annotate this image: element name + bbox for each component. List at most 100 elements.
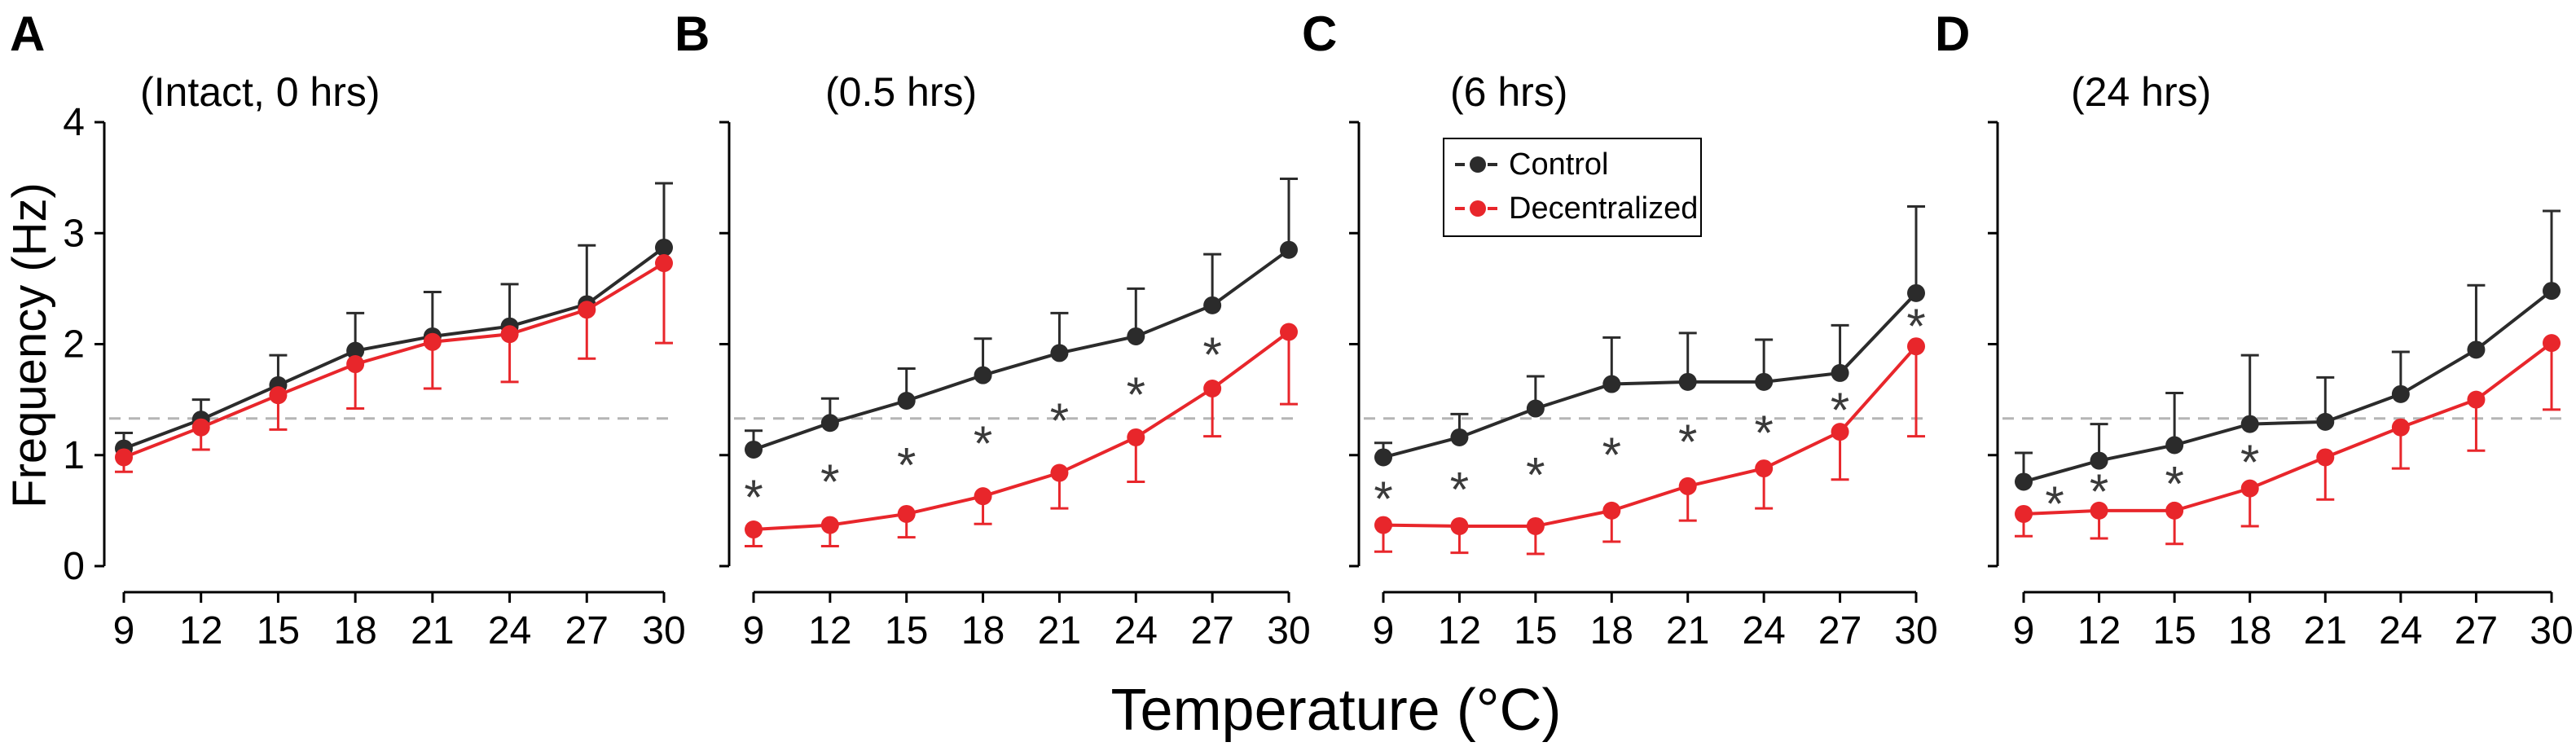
legend-decentralized-marker: [1470, 200, 1486, 217]
series-line: [753, 248, 1290, 451]
data-point: [1203, 380, 1222, 397]
data-point: [1602, 501, 1621, 520]
x-tick-label: 15: [2152, 609, 2196, 652]
significance-star: *: [820, 455, 839, 509]
data-point: [2316, 448, 2335, 467]
data-point: [2467, 340, 2486, 359]
y-axis-label: Frequency (Hz): [3, 182, 56, 508]
data-point: [1526, 399, 1545, 418]
significance-star: *: [2240, 435, 2259, 490]
x-tick-label: 15: [1514, 609, 1557, 652]
data-point: [820, 414, 839, 433]
x-tick-label: 12: [808, 609, 851, 652]
x-tick-label: 12: [179, 609, 222, 652]
y-tick-label: 3: [63, 212, 85, 255]
y-tick-label: 1: [63, 434, 85, 477]
x-tick-label: 9: [1373, 609, 1395, 652]
significance-star: *: [1526, 448, 1545, 503]
x-tick-label: 12: [2077, 609, 2121, 652]
x-tick-label: 21: [1038, 609, 1081, 652]
data-point: [2543, 282, 2561, 301]
x-tick-label: 9: [2013, 609, 2035, 652]
data-point: [974, 366, 992, 384]
x-tick-label: 18: [1590, 609, 1633, 652]
panel-letter: B: [675, 7, 710, 61]
x-tick-label: 27: [2455, 609, 2498, 652]
x-tick-label: 30: [1894, 609, 1937, 652]
data-point: [2090, 501, 2108, 520]
x-tick-label: 30: [642, 609, 685, 652]
data-point: [1831, 363, 1849, 382]
data-point: [1127, 327, 1145, 345]
significance-star: *: [2165, 457, 2183, 512]
data-point: [500, 325, 519, 344]
x-axis-label: Temperature (°C): [1111, 678, 1562, 743]
y-tick-label: 2: [63, 323, 85, 367]
data-point: [346, 355, 365, 374]
data-point: [897, 504, 916, 523]
data-point: [1374, 448, 1392, 467]
x-tick-label: 15: [257, 609, 300, 652]
series-line: [1383, 292, 1918, 459]
x-tick-label: 24: [2379, 609, 2422, 652]
significance-star: *: [744, 470, 763, 525]
x-tick-label: 12: [1438, 609, 1481, 652]
data-point: [2467, 390, 2486, 409]
data-point: [1450, 516, 1469, 535]
data-point: [191, 418, 210, 437]
data-point: [655, 254, 673, 273]
data-point: [1280, 323, 1298, 341]
data-point: [1050, 344, 1069, 362]
data-point: [1374, 516, 1392, 534]
x-tick-label: 24: [1742, 609, 1785, 652]
data-point: [1050, 463, 1069, 482]
x-tick-label: 27: [565, 609, 609, 652]
significance-star: *: [974, 416, 992, 471]
series-decentralized: [1374, 337, 1925, 556]
x-tick-label: 18: [961, 609, 1004, 652]
panel-letter: C: [1302, 7, 1337, 61]
series-control: [2015, 209, 2561, 491]
data-point: [2240, 479, 2259, 498]
legend-control-marker: [1470, 156, 1486, 173]
series-control: [1374, 205, 1925, 467]
data-point: [1526, 516, 1545, 535]
data-point: [346, 341, 365, 360]
significance-star: *: [1050, 393, 1069, 448]
panel-b: B (0.5 hrs) 9 12 15 18 21 24 27 30 * * * * * * *: [675, 7, 1311, 652]
data-point: [1280, 240, 1298, 259]
significance-star: *: [1906, 299, 1925, 354]
significance-star: *: [1602, 428, 1621, 482]
y-tick-label: 0: [63, 545, 85, 588]
panel-title: (Intact, 0 hrs): [140, 69, 380, 115]
data-point: [269, 386, 288, 405]
x-tick-label: 9: [743, 609, 765, 652]
data-point: [745, 440, 763, 459]
significance-star: *: [1831, 383, 1849, 437]
significance-star: *: [1450, 462, 1469, 516]
x-tick-label: 18: [2228, 609, 2271, 652]
x-tick-label: 9: [113, 609, 135, 652]
data-point: [2015, 504, 2033, 523]
data-point: [1755, 459, 1774, 478]
data-point: [1602, 375, 1621, 393]
data-point: [2543, 334, 2561, 353]
panel-letter: D: [1935, 7, 1970, 61]
panel-c: C (6 hrs) 9 12 15 18 21 24 27 30 * * * * * * * *: [1302, 7, 1938, 652]
significance-star: *: [2090, 464, 2108, 519]
data-point: [2316, 412, 2335, 431]
x-tick-label: 21: [1666, 609, 1709, 652]
series-line: [2023, 289, 2553, 484]
x-tick-label: 21: [411, 609, 454, 652]
data-point: [2391, 384, 2410, 403]
data-point: [1450, 428, 1469, 446]
significance-star: *: [1374, 472, 1392, 526]
x-tick-label: 21: [2304, 609, 2347, 652]
data-point: [115, 448, 133, 467]
legend-box: [1443, 138, 1702, 237]
y-tick-label: 4: [63, 101, 85, 144]
significance-star: *: [897, 437, 916, 492]
